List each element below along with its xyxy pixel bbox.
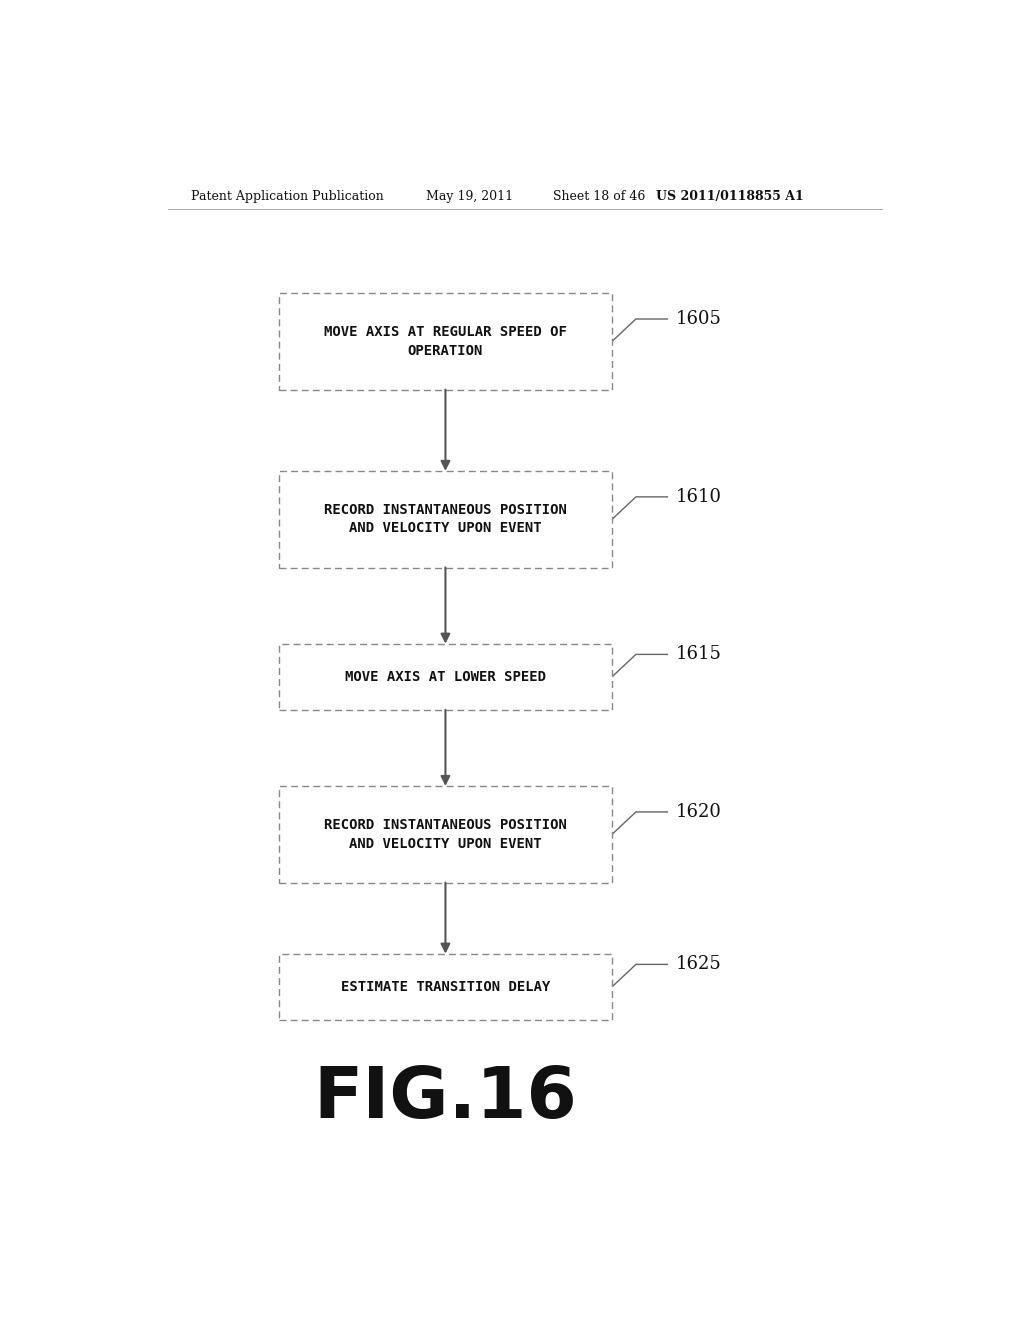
Bar: [279, 293, 612, 389]
Text: FIG.16: FIG.16: [313, 1064, 578, 1133]
Text: Patent Application Publication: Patent Application Publication: [191, 190, 384, 202]
Text: MOVE AXIS AT LOWER SPEED: MOVE AXIS AT LOWER SPEED: [345, 669, 546, 684]
Text: MOVE AXIS AT REGULAR SPEED OF
OPERATION: MOVE AXIS AT REGULAR SPEED OF OPERATION: [324, 325, 567, 358]
Text: RECORD INSTANTANEOUS POSITION
AND VELOCITY UPON EVENT: RECORD INSTANTANEOUS POSITION AND VELOCI…: [324, 503, 567, 536]
Text: 1620: 1620: [676, 803, 722, 821]
Bar: [279, 644, 612, 710]
Bar: [279, 954, 612, 1020]
Text: ESTIMATE TRANSITION DELAY: ESTIMATE TRANSITION DELAY: [341, 979, 550, 994]
Bar: [279, 785, 612, 883]
Text: US 2011/0118855 A1: US 2011/0118855 A1: [655, 190, 804, 202]
Text: RECORD INSTANTANEOUS POSITION
AND VELOCITY UPON EVENT: RECORD INSTANTANEOUS POSITION AND VELOCI…: [324, 818, 567, 850]
Text: Sheet 18 of 46: Sheet 18 of 46: [553, 190, 645, 202]
Text: 1615: 1615: [676, 645, 722, 664]
Text: May 19, 2011: May 19, 2011: [426, 190, 513, 202]
Text: 1610: 1610: [676, 488, 722, 506]
Text: 1625: 1625: [676, 956, 721, 973]
Bar: [279, 471, 612, 568]
Text: 1605: 1605: [676, 310, 722, 327]
